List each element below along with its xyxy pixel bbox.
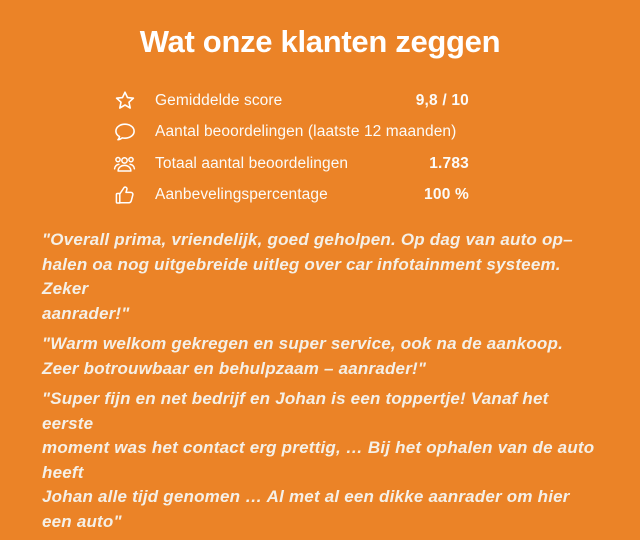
testimonial-quote: "Warm welkom gekregen en super service, … <box>42 334 564 378</box>
stat-row-average-score: Gemiddelde score 9,8 / 10 <box>112 85 469 117</box>
testimonial-quote: "Overall prima, vriendelijk, goed geholp… <box>42 230 573 323</box>
thumbs-up-icon <box>112 183 137 207</box>
stat-label: Totaal aantal beoordelingen <box>155 154 349 172</box>
testimonial-quote: "Super fijn en net bedrijf en Johan is e… <box>42 389 595 531</box>
stat-value: 9,8 / 10 <box>415 91 469 109</box>
review-stats-list: Gemiddelde score 9,8 / 10 Aantal beoorde… <box>112 85 469 211</box>
stat-label: Aanbevelingspercentage <box>155 186 328 204</box>
stat-value: 1.783 <box>429 154 469 172</box>
stat-label: Aantal beoordelingen (laatste 12 maanden… <box>155 123 457 141</box>
testimonials-section: "Overall prima, vriendelijk, goed geholp… <box>42 228 604 540</box>
page-title: Wat onze klanten zeggen <box>139 24 501 59</box>
stat-row-total-reviews: Totaal aantal beoordelingen 1.783 <box>112 148 469 180</box>
stat-row-recommendation-percentage: Aanbevelingspercentage 100 % <box>112 180 469 212</box>
stat-value: 100 % <box>424 186 469 204</box>
people-group-icon <box>112 152 137 176</box>
stat-row-reviews-12-months: Aantal beoordelingen (laatste 12 maanden… <box>112 117 469 149</box>
chat-bubble-icon <box>112 120 137 144</box>
star-icon <box>112 89 137 113</box>
stat-label: Gemiddelde score <box>155 91 283 109</box>
